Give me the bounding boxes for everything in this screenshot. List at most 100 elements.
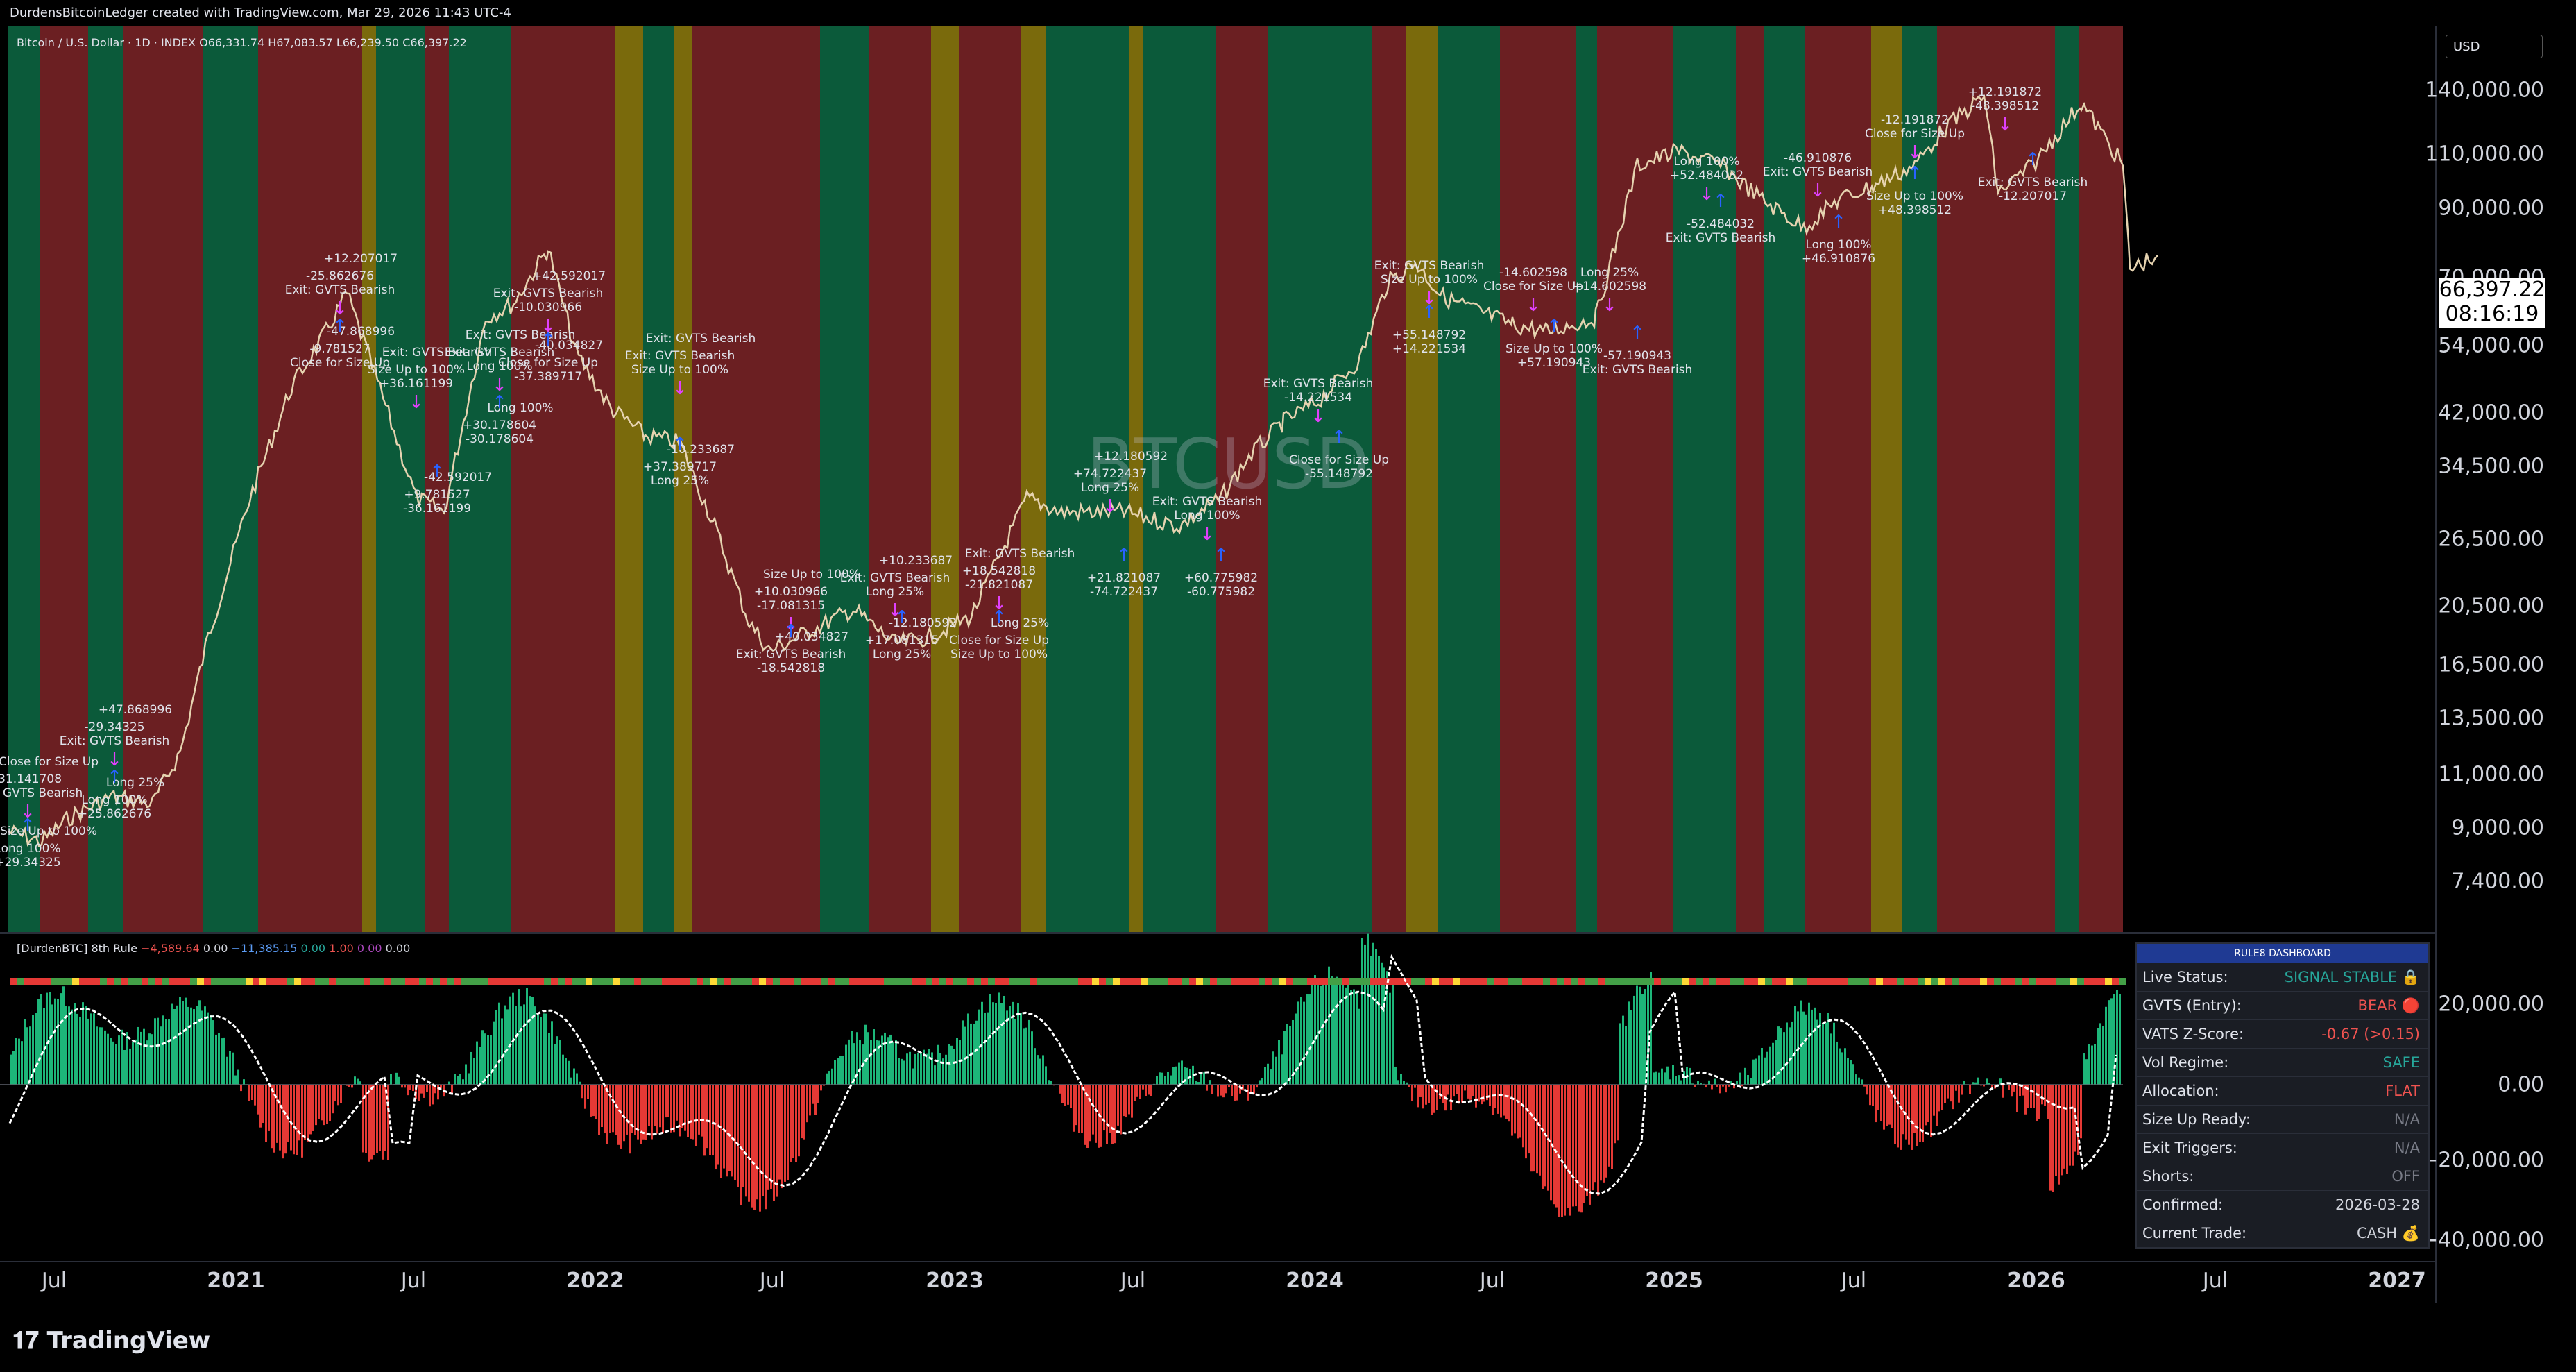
status-strip-cell xyxy=(1113,978,1120,985)
pane-divider[interactable] xyxy=(0,932,2435,934)
trade-annotation: -48.398512 xyxy=(1971,99,2039,113)
histogram-bar xyxy=(1392,980,1394,1085)
status-strip-cell xyxy=(1453,978,1460,985)
histogram-bar xyxy=(179,997,181,1085)
histogram-bar xyxy=(151,1034,153,1085)
histogram-bar xyxy=(2116,990,2118,1085)
exit-arrow-icon: ↓ xyxy=(107,749,122,770)
histogram-bar xyxy=(1100,1085,1102,1147)
histogram-bar xyxy=(1777,1026,1780,1085)
histogram-bar xyxy=(1206,1085,1208,1091)
status-strip-cell xyxy=(176,978,183,985)
histogram-bar xyxy=(440,1085,442,1088)
status-strip-cell xyxy=(488,978,495,985)
histogram-bar xyxy=(104,1030,106,1085)
histogram-bar xyxy=(1689,1067,1691,1085)
status-strip-cell xyxy=(946,978,953,985)
status-strip-cell xyxy=(412,978,419,985)
trade-annotation: +29.34325 xyxy=(0,856,61,870)
symbol-legend[interactable]: Bitcoin / U.S. Dollar · 1D · INDEX O66,3… xyxy=(17,36,467,49)
histogram-bar xyxy=(667,1085,669,1117)
chart-canvas[interactable]: BTCUSD -31.141708Exit: GVTS BearishLong … xyxy=(0,26,2576,1317)
indicator-value-3: −11,385.15 xyxy=(231,942,298,955)
histogram-bar xyxy=(1386,971,1388,1085)
histogram-bar xyxy=(1067,1085,1069,1105)
histogram-bar xyxy=(606,1085,608,1144)
histogram-bar xyxy=(26,1027,28,1085)
indicator-value-7: 0.00 xyxy=(385,942,411,955)
histogram-bar xyxy=(346,1085,348,1086)
price-axis-tick: 20,500.00 xyxy=(2438,593,2544,618)
histogram-bar xyxy=(176,1005,178,1085)
status-strip-cell xyxy=(1501,978,1508,985)
histogram-bar xyxy=(1650,972,1652,1085)
histogram-bar xyxy=(1791,1021,1793,1085)
indicator-legend[interactable]: [DurdenBTC] 8th Rule −4,589.64 0.00 −11,… xyxy=(17,942,410,955)
histogram-bar xyxy=(185,997,187,1085)
histogram-bar xyxy=(956,1038,958,1085)
regime-band-red xyxy=(258,26,362,932)
status-strip-cell xyxy=(919,978,926,985)
histogram-bar xyxy=(654,1085,656,1126)
histogram-bar xyxy=(1811,1009,1813,1085)
regime-band-green xyxy=(820,26,869,932)
histogram-bar xyxy=(1361,938,1363,1085)
entry-arrow-icon: ↑ xyxy=(1907,163,1922,184)
histogram-bar xyxy=(631,1085,633,1133)
histogram-bar xyxy=(1256,1085,1258,1088)
status-strip-cell xyxy=(2063,978,2070,985)
histogram-bar xyxy=(1555,1085,1558,1208)
histogram-bar xyxy=(881,1035,883,1085)
histogram-bar xyxy=(931,1052,933,1085)
regime-band-green xyxy=(1764,26,1805,932)
status-strip-cell xyxy=(1363,978,1370,985)
status-strip-cell xyxy=(447,978,454,985)
histogram-bar xyxy=(1827,1013,1829,1085)
histogram-bar xyxy=(2008,1085,2010,1090)
status-strip-cell xyxy=(1370,978,1376,985)
trade-annotation: Long 25% xyxy=(106,776,164,790)
status-strip-cell xyxy=(1855,978,1862,985)
status-strip-cell xyxy=(1321,978,1328,985)
histogram-bar xyxy=(1217,1085,1219,1097)
dashboard-row-label: Shorts: xyxy=(2142,1168,2194,1185)
histogram-bar xyxy=(1389,992,1391,1085)
regime-band-yellow xyxy=(1406,26,1438,932)
histogram-bar xyxy=(601,1085,603,1128)
status-strip-cell xyxy=(1009,978,1016,985)
price-series xyxy=(8,94,2158,847)
trade-annotation: Exit: GVTS Bearish xyxy=(1763,165,1873,179)
status-strip-cell xyxy=(1571,978,1578,985)
histogram-bar xyxy=(1486,1085,1488,1101)
status-strip-cell xyxy=(537,978,544,985)
regime-band-yellow xyxy=(1021,26,1046,932)
status-strip-cell xyxy=(218,978,225,985)
histogram-bar xyxy=(1947,1085,1949,1099)
histogram-bar xyxy=(803,1085,805,1140)
currency-selector[interactable]: USD xyxy=(2446,35,2543,58)
histogram-bar xyxy=(809,1085,811,1116)
histogram-bar xyxy=(1911,1085,1913,1150)
histogram-bar xyxy=(1308,994,1311,1085)
tradingview-logo[interactable]: 𝟏𝟕 TradingView xyxy=(12,1327,210,1355)
status-strip-cell xyxy=(1182,978,1189,985)
histogram-bar xyxy=(1669,1079,1671,1085)
histogram-bar xyxy=(1517,1085,1519,1139)
histogram-bar xyxy=(1525,1085,1527,1159)
histogram-bar xyxy=(221,1038,223,1085)
histogram-bar xyxy=(673,1085,675,1133)
histogram-bar xyxy=(2102,1026,2104,1085)
status-strip-cell xyxy=(1841,978,1848,985)
trade-annotation: +12.191872 xyxy=(1968,85,2042,99)
histogram-bar xyxy=(640,1085,642,1144)
histogram-bar xyxy=(665,1085,667,1118)
trade-annotation: -42.592017 xyxy=(424,471,492,484)
histogram-bar xyxy=(1819,1013,1821,1085)
histogram-bar xyxy=(709,1085,711,1155)
histogram-bar xyxy=(1220,1085,1222,1096)
histogram-bar xyxy=(82,1002,84,1085)
status-strip-cell xyxy=(1980,978,1987,985)
dashboard-row-value: 2026-03-28 xyxy=(2335,1196,2420,1213)
histogram-bar xyxy=(648,1085,650,1126)
histogram-bar xyxy=(351,1085,353,1088)
